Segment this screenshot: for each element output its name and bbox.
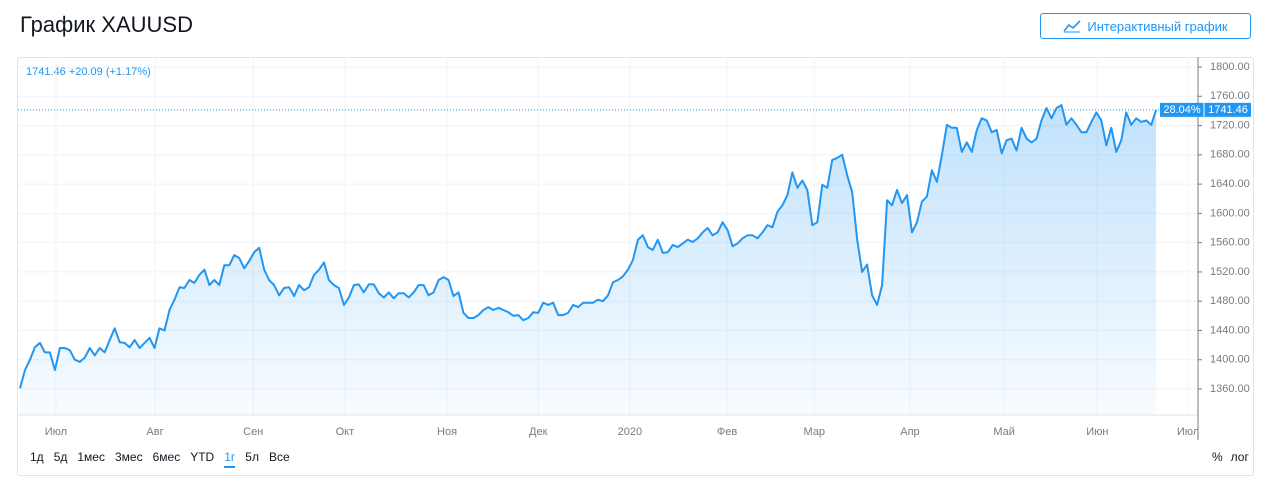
chart-panel — [17, 57, 1254, 476]
y-tick-label: 1520.00 — [1210, 266, 1250, 278]
y-tick-label: 1560.00 — [1210, 237, 1250, 249]
y-tick-label: 1680.00 — [1210, 149, 1250, 161]
range-button[interactable]: 6мес — [152, 450, 181, 464]
chart-icon — [1063, 20, 1081, 33]
x-tick-label: Июн — [1086, 426, 1108, 438]
range-button[interactable]: 5л — [245, 450, 259, 464]
price-line — [19, 104, 1158, 389]
range-button[interactable]: 5д — [53, 450, 68, 464]
price-badge — [1160, 102, 1251, 117]
page-title: График XAUUSD — [20, 12, 193, 37]
area-fill — [19, 105, 1157, 415]
scale-option[interactable]: лог — [1230, 450, 1249, 464]
x-tick-label: Май — [993, 426, 1015, 438]
x-tick-label: Окт — [336, 426, 355, 438]
options: % лог — [1204, 450, 1249, 464]
y-tick-label: 1600.00 — [1210, 207, 1250, 219]
x-tick-label: Фев — [717, 426, 737, 438]
y-tick-label: 1800.00 — [1210, 61, 1250, 73]
range-bar: 1д 5д 1мес 3мес 6мес YTD 1г 5л Все — [30, 450, 300, 468]
y-tick-label: 1440.00 — [1210, 324, 1250, 336]
range-button[interactable]: 1г — [224, 450, 236, 468]
price-label: 1741.46 — [1208, 104, 1248, 116]
y-tick-label: 1360.00 — [1210, 383, 1250, 395]
range-button[interactable]: 1д — [30, 450, 44, 464]
x-tick-label: Авг — [146, 426, 163, 438]
quote: 1741.46 +20.09 (+1.17%) — [26, 66, 151, 78]
range-button[interactable]: 1мес — [77, 450, 105, 464]
change-label: 28.04% — [1163, 104, 1201, 116]
range-button[interactable]: 3мес — [114, 450, 143, 464]
x-tick-label: Мар — [804, 426, 826, 438]
y-tick-label: 1760.00 — [1210, 90, 1250, 102]
x-tick-label: Июл — [45, 426, 67, 438]
y-tick-label: 1480.00 — [1210, 295, 1250, 307]
range-button[interactable]: YTD — [190, 450, 215, 464]
x-tick-label: Дек — [529, 426, 548, 438]
interactive-chart-button[interactable]: Интерактивный график — [1040, 13, 1251, 39]
x-tick-label: Апр — [900, 426, 919, 438]
x-tick-label: Сен — [243, 426, 263, 438]
x-tick-label: 2020 — [618, 426, 642, 438]
scale-option[interactable]: % — [1212, 450, 1223, 464]
button-label: Интерактивный график — [1087, 18, 1228, 34]
y-tick-label: 1720.00 — [1210, 119, 1250, 131]
y-tick-label: 1640.00 — [1210, 178, 1250, 190]
x-tick-label: Ноя — [437, 426, 457, 438]
y-tick-label: 1400.00 — [1210, 354, 1250, 366]
x-tick-label: Июл — [1177, 426, 1199, 438]
range-button[interactable]: Все — [268, 450, 290, 464]
